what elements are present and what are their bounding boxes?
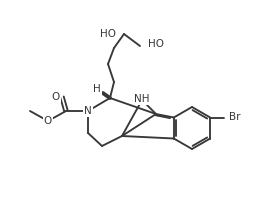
Text: O: O: [44, 116, 52, 126]
Text: HO: HO: [148, 39, 164, 49]
Text: NH: NH: [134, 94, 150, 104]
Text: N: N: [84, 106, 92, 116]
Text: H: H: [93, 84, 101, 94]
Text: HO: HO: [100, 29, 116, 39]
Text: Br: Br: [230, 113, 241, 122]
Text: O: O: [52, 92, 60, 102]
